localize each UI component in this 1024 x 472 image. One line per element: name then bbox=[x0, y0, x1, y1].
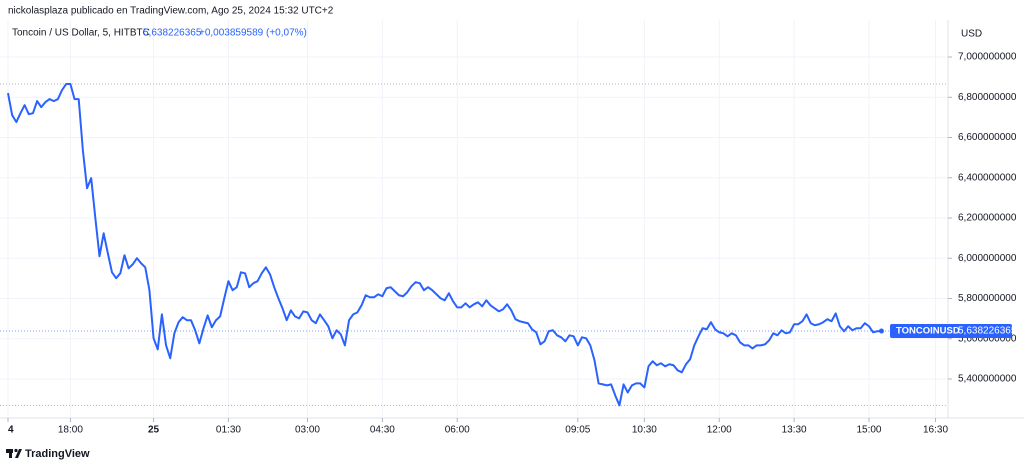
last-price: 5,638226365 bbox=[143, 28, 202, 39]
grid bbox=[0, 20, 948, 418]
x-tick-label: 15:00 bbox=[856, 425, 881, 436]
y-tick-label: 5,800000000 bbox=[958, 293, 1017, 304]
currency: USD bbox=[961, 29, 982, 40]
x-tick-label: 16:30 bbox=[923, 425, 948, 436]
price-label-bg bbox=[890, 324, 1012, 339]
change: +0,003859589 (+0,07%) bbox=[199, 28, 307, 39]
x-tick-label: 09:05 bbox=[565, 425, 590, 436]
x-tick-label: 12:00 bbox=[707, 425, 732, 436]
y-tick-label: 6,600000000 bbox=[958, 132, 1017, 143]
y-tick-label: 7,000000000 bbox=[958, 52, 1017, 63]
x-tick-label: 25 bbox=[148, 425, 160, 436]
y-tick-label: 6,200000000 bbox=[958, 213, 1017, 224]
x-tick-label: 4 bbox=[8, 425, 14, 436]
price-line bbox=[7, 82, 882, 407]
y-tick-label: 5,600000000 bbox=[958, 333, 1017, 344]
y-tick-label: 5,400000000 bbox=[958, 374, 1017, 385]
x-tick-label: 06:00 bbox=[445, 425, 470, 436]
publisher: nickolasplaza publicado en TradingView.c… bbox=[8, 6, 334, 17]
y-tick-label: 6,000000000 bbox=[958, 253, 1017, 264]
x-tick-label: 10:30 bbox=[632, 425, 657, 436]
brand: TradingView bbox=[25, 448, 90, 460]
price-label-name: TONCOINUSD bbox=[896, 326, 960, 337]
y-tick-label: 6,800000000 bbox=[958, 92, 1017, 103]
y-tick-label: 6,400000000 bbox=[958, 172, 1017, 183]
price-label-value: 5,638226365 bbox=[958, 326, 1017, 337]
x-tick-label: 04:30 bbox=[370, 425, 395, 436]
brand-logo bbox=[6, 448, 22, 458]
last-point bbox=[878, 328, 884, 334]
x-tick-label: 18:00 bbox=[58, 425, 83, 436]
x-tick-label: 01:30 bbox=[216, 425, 241, 436]
x-tick-label: 03:00 bbox=[295, 425, 320, 436]
symbol: Toncoin / US Dollar, 5, HITBTC bbox=[12, 28, 150, 39]
x-tick-label: 13:30 bbox=[782, 425, 807, 436]
